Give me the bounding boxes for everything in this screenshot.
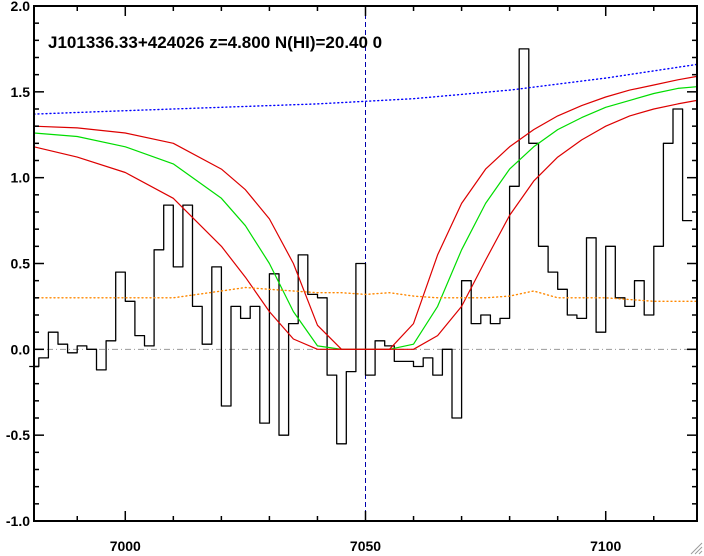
- resize-grip-icon[interactable]: [689, 541, 703, 555]
- y-tick-label: 0.5: [11, 256, 31, 272]
- y-tick-label: -1.0: [6, 513, 30, 529]
- error-line: [33, 286, 698, 302]
- x-tick-label: 7100: [590, 538, 621, 554]
- upper-bound-line: [33, 75, 698, 350]
- y-tick-label: 0.0: [11, 341, 31, 357]
- y-tick-label: 1.5: [11, 84, 31, 100]
- y-tick-label: -0.5: [6, 427, 30, 443]
- y-tick-label: 2.0: [11, 0, 31, 14]
- y-tick-label: 1.0: [11, 170, 31, 186]
- chart-title: J101336.33+424026 z=4.800 N(HI)=20.40 0: [48, 33, 382, 52]
- x-tick-label: 7050: [350, 538, 381, 554]
- continuum-line: [33, 63, 698, 115]
- curve-layer: [29, 48, 698, 445]
- flux-step-line: [29, 48, 693, 445]
- axis-layer: 7000 7050 7100 -1.0 -0.5 0.0 0.5 1.0 1.5 2.0: [6, 0, 698, 554]
- voigt-model-line: [33, 86, 698, 350]
- lower-bound-line: [33, 99, 698, 350]
- x-tick-label: 7000: [110, 538, 141, 554]
